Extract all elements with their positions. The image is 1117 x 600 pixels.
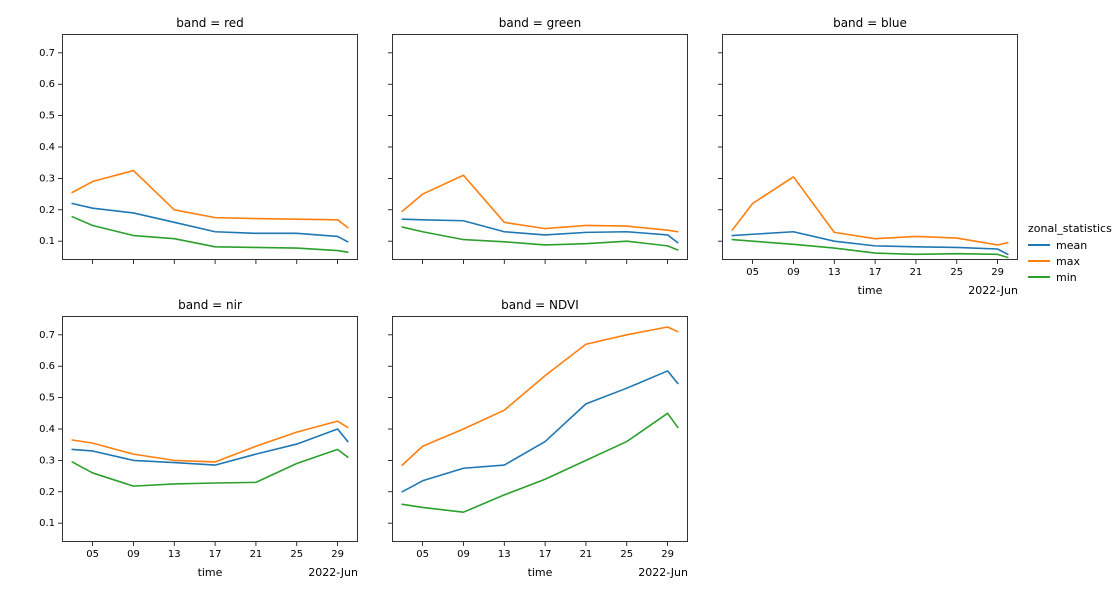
x-tick-label: 09 [457,549,470,560]
x-outer-label-ndvi: 2022-Jun [638,566,688,579]
legend-title: zonal_statistics [1028,222,1112,235]
x-tick-label: 29 [331,549,344,560]
axes-frame [63,35,358,260]
series-line-max [72,171,348,228]
axes-frame [393,317,688,542]
axes-frame [723,35,1018,260]
legend-label-min: min [1056,271,1077,284]
plot-area-red: 0.10.20.30.40.50.60.7 [62,34,358,260]
legend-label-max: max [1056,255,1080,268]
x-tick-label: 05 [416,549,429,560]
plot-area-blue: 05091317212529 [722,34,1018,260]
x-tick-label: 05 [86,549,99,560]
x-tick-label: 13 [828,267,841,278]
x-tick-label: 13 [168,549,181,560]
subplot-green: band = green [392,34,688,260]
x-tick-label: 21 [910,267,923,278]
series-line-min [72,449,348,486]
x-tick-label: 05 [746,267,759,278]
y-tick-label: 0.2 [39,487,55,498]
x-tick-label: 25 [290,549,303,560]
legend-swatch-min [1028,276,1050,278]
x-tick-label: 09 [127,549,140,560]
y-tick-label: 0.7 [39,48,55,59]
x-tick-label: 09 [787,267,800,278]
y-tick-label: 0.3 [39,173,55,184]
y-tick-label: 0.6 [39,79,55,90]
y-tick-label: 0.6 [39,361,55,372]
x-tick-label: 21 [580,549,593,560]
x-tick-label: 17 [869,267,882,278]
y-tick-label: 0.2 [39,205,55,216]
plot-area-nir: 0.10.20.30.40.50.60.705091317212529 [62,316,358,542]
x-tick-label: 17 [539,549,552,560]
x-tick-label: 13 [498,549,511,560]
legend-item-min: min [1028,269,1112,285]
y-tick-label: 0.4 [39,142,55,153]
axes-frame [63,317,358,542]
legend-item-mean: mean [1028,237,1112,253]
subplot-red: band = red0.10.20.30.40.50.60.7 [62,34,358,260]
x-tick-label: 29 [661,549,674,560]
series-line-mean [402,219,678,243]
series-line-mean [72,204,348,242]
x-tick-label: 29 [991,267,1004,278]
subplot-title-red: band = red [62,16,358,30]
series-line-max [402,175,678,232]
y-tick-label: 0.1 [39,518,55,529]
subplot-blue: band = bluetime2022-Jun05091317212529 [722,34,1018,260]
figure: band = red0.10.20.30.40.50.60.7band = gr… [0,0,1117,600]
legend-swatch-mean [1028,244,1050,246]
legend-item-max: max [1028,253,1112,269]
legend-label-mean: mean [1056,239,1087,252]
subplot-nir: band = nirtime2022-Jun0.10.20.30.40.50.6… [62,316,358,542]
plot-area-green [392,34,688,260]
series-line-mean [402,371,678,492]
y-tick-label: 0.5 [39,393,55,404]
y-tick-label: 0.7 [39,330,55,341]
series-line-max [732,177,1008,245]
subplot-title-ndvi: band = NDVI [392,298,688,312]
subplot-title-green: band = green [392,16,688,30]
x-tick-label: 17 [209,549,222,560]
legend-swatch-max [1028,260,1050,262]
series-line-min [402,413,678,512]
y-tick-label: 0.3 [39,455,55,466]
subplot-title-blue: band = blue [722,16,1018,30]
subplot-title-nir: band = nir [62,298,358,312]
y-tick-label: 0.1 [39,236,55,247]
x-tick-label: 25 [950,267,963,278]
plot-area-ndvi: 05091317212529 [392,316,688,542]
x-tick-label: 25 [620,549,633,560]
axes-frame [393,35,688,260]
y-tick-label: 0.4 [39,424,55,435]
subplot-ndvi: band = NDVItime2022-Jun05091317212529 [392,316,688,542]
y-tick-label: 0.5 [39,111,55,122]
x-outer-label-blue: 2022-Jun [968,284,1018,297]
series-line-min [402,227,678,250]
x-outer-label-nir: 2022-Jun [308,566,358,579]
x-tick-label: 21 [250,549,263,560]
legend: zonal_statisticsmean max min [1028,222,1112,285]
